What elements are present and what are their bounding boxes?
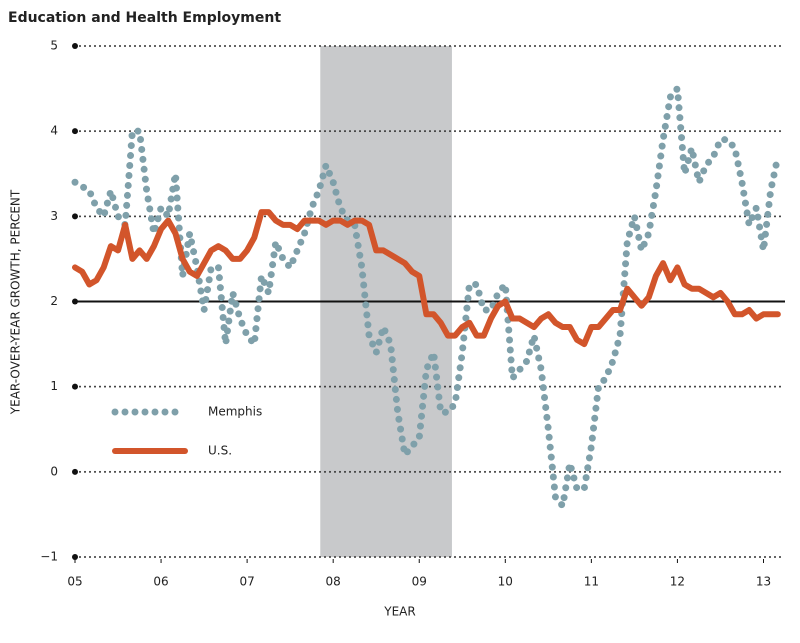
x-tick-label: 13 [756,575,771,589]
x-tick-label: 08 [326,575,341,589]
legend-label: U.S. [208,444,232,458]
y-tick-label: 5 [50,39,58,53]
y-tick-label: 1 [50,379,58,393]
legend-label: Memphis [208,405,262,419]
y-tick-dot [72,128,78,135]
x-tick-label: 10 [498,575,513,589]
y-tick-label: 2 [50,294,58,308]
series-line [71,79,782,514]
y-tick-label: 0 [50,464,58,478]
y-tick-dot [72,43,78,49]
y-tick-dot [72,468,78,475]
y-tick-dot [72,554,78,560]
series-line [72,209,781,348]
y-tick-label: −1 [40,550,58,564]
x-tick-label: 09 [412,575,427,589]
y-tick-label: 3 [50,209,58,223]
x-tick-label: 06 [153,575,168,589]
x-axis-label: YEAR [383,605,415,619]
x-tick-label: 07 [239,575,254,589]
x-tick-label: 12 [670,575,685,589]
x-tick-label: 11 [584,575,599,589]
y-tick-dot [72,213,78,220]
y-tick-dot [72,383,78,390]
chart-title: Education and Health Employment [8,10,281,26]
x-tick-label: 05 [67,575,82,589]
y-axis-label: YEAR-OVER-YEAR GROWTH, PERCENT [9,189,23,415]
y-tick-label: 4 [50,124,58,138]
